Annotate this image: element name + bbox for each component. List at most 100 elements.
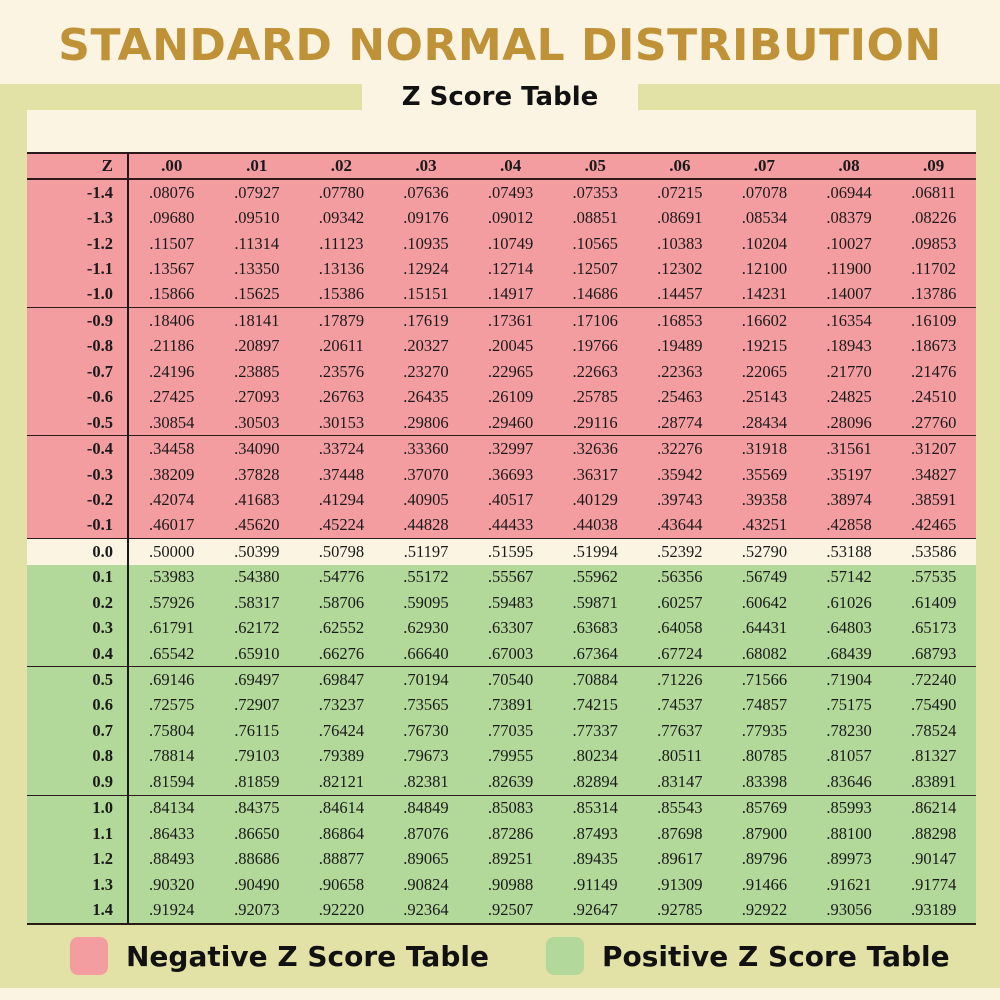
probability-cell: .83398 <box>722 769 807 796</box>
probability-cell: .36317 <box>572 464 618 484</box>
probability-cell: .13136 <box>318 259 365 279</box>
page-subtitle: Z Score Table <box>362 78 638 112</box>
table-row: 1.3 .90320 .90490 .90658 .90824 .90988 .91149.… <box>27 871 976 898</box>
probability-cell: .16354 <box>826 310 872 330</box>
probability-cell: .86864 <box>318 823 365 843</box>
probability-cell: .11507 <box>149 233 195 253</box>
probability-cell: .85314 <box>572 798 618 818</box>
probability-cell: .39358 <box>741 489 788 509</box>
probability-cell: .89617 <box>657 849 703 869</box>
z-value-cell: -1.3 <box>27 205 129 231</box>
probability-cell: .42074 <box>149 489 195 509</box>
probability-cell: .83147 <box>637 769 723 796</box>
probability-cell: .29806 <box>383 409 469 437</box>
probability-cell: .74857 <box>741 695 788 715</box>
probability-cell: .07078 <box>741 182 788 202</box>
probability-cell: .92922 <box>722 897 807 925</box>
table-row: 1.2 .88493 .88686 .88877 .89065 .89251 .89435.… <box>27 846 976 872</box>
legend-positive-label: Positive Z Score Table <box>602 939 950 973</box>
probability-cell: .56356 <box>657 567 703 587</box>
probability-cell: .70884 <box>572 670 618 690</box>
probability-cell: .84614 <box>318 798 365 818</box>
probability-cell: .89065 <box>403 849 449 869</box>
probability-cell: .84849 <box>403 798 449 818</box>
table-row: -1.2 .11507 .11314 .11123 .10935 .10749 .10565… <box>27 230 976 257</box>
probability-cell: .27425 <box>149 387 195 407</box>
table-row: 0.8 .78814 .79103 .79389 .79673 .79955 .80234.… <box>27 743 976 770</box>
probability-cell: .24196 <box>149 361 195 381</box>
probability-cell: .65542 <box>128 640 215 668</box>
probability-cell: .93189 <box>891 897 976 925</box>
probability-cell: .06811 <box>911 182 957 202</box>
probability-cell: .51197 <box>403 541 449 561</box>
probability-cell: .30153 <box>299 409 384 437</box>
probability-cell: .29460 <box>468 409 553 437</box>
probability-cell: .60642 <box>741 592 788 612</box>
probability-cell: .11314 <box>234 233 280 253</box>
table-row: -1.4 .08076 .07927 .07780 .07636 .07493 .07353… <box>27 179 976 206</box>
probability-cell: .18673 <box>910 336 957 356</box>
probability-cell: .75490 <box>910 695 957 715</box>
table-row: -0.8 .21186 .20897 .20611 .20327 .20045 .19766… <box>27 333 976 360</box>
probability-cell: .89435 <box>572 849 618 869</box>
probability-cell: .23576 <box>318 361 365 381</box>
z-value-cell: 0.4 <box>27 640 129 668</box>
probability-cell: .17106 <box>572 310 618 330</box>
probability-cell: .15386 <box>299 281 384 309</box>
z-value-cell: -0.1 <box>27 512 129 540</box>
table-row: 0.7 .75804 .76115 .76424 .76730 .77035 .77337.… <box>27 718 976 744</box>
probability-cell: .66276 <box>299 640 384 668</box>
probability-cell: .68082 <box>722 640 807 668</box>
page-title: STANDARD NORMAL DISTRIBUTION <box>58 20 942 71</box>
probability-cell: .90658 <box>318 874 365 894</box>
z-value-cell: 1.1 <box>27 820 129 847</box>
probability-cell: .70194 <box>403 670 449 690</box>
z-value-cell: -0.9 <box>27 307 129 334</box>
probability-cell: .53188 <box>826 541 872 561</box>
table-row: 0.4.65542.65910.66276.66640.67003.67364.… <box>27 640 976 668</box>
table-row: -1.0.15866.15625.15386.15151.14917.14686… <box>27 281 976 309</box>
probability-cell: .37070 <box>403 464 449 484</box>
probability-cell: .10027 <box>826 233 872 253</box>
column-header: .08 <box>806 152 892 180</box>
probability-cell: .07353 <box>572 182 618 202</box>
table-row: -0.6 .27425 .27093 .26763 .26435 .26109 .25785… <box>27 384 976 410</box>
probability-cell: .69497 <box>234 670 280 690</box>
probability-cell: .18406 <box>149 310 195 330</box>
probability-cell: .19766 <box>572 336 618 356</box>
table-row: 0.6 .72575 .72907 .73237 .73565 .73891 .74215.… <box>27 692 976 719</box>
probability-cell: .92220 <box>299 897 384 925</box>
table-row: 1.4.91924.92073.92220.92364.92507.92647.… <box>27 897 976 925</box>
probability-cell: .09680 <box>149 208 195 228</box>
probability-cell: .54776 <box>318 567 365 587</box>
probability-cell: .72575 <box>149 695 195 715</box>
probability-cell: .91149 <box>572 874 618 894</box>
probability-cell: .51595 <box>487 541 534 561</box>
column-header: .02 <box>299 152 384 180</box>
probability-cell: .90320 <box>149 874 195 894</box>
probability-cell: .57535 <box>910 567 957 587</box>
probability-cell: .58706 <box>318 592 365 612</box>
probability-cell: .28096 <box>806 409 892 437</box>
probability-cell: .30503 <box>214 409 300 437</box>
probability-cell: .90824 <box>403 874 449 894</box>
probability-cell: .72907 <box>234 695 280 715</box>
probability-cell: .15151 <box>383 281 469 309</box>
probability-cell: .44433 <box>468 512 553 540</box>
probability-cell: .34090 <box>234 439 280 459</box>
probability-cell: .31561 <box>826 439 872 459</box>
probability-cell: .90988 <box>487 874 534 894</box>
column-header: .00 <box>128 152 215 180</box>
probability-cell: .35942 <box>657 464 703 484</box>
probability-cell: .62552 <box>318 618 365 638</box>
probability-cell: .43251 <box>722 512 807 540</box>
probability-cell: .34458 <box>149 439 195 459</box>
column-header: .01 <box>214 152 300 180</box>
probability-cell: .67724 <box>637 640 723 668</box>
probability-cell: .09853 <box>910 233 957 253</box>
probability-cell: .66640 <box>383 640 469 668</box>
z-value-cell: 0.6 <box>27 692 129 719</box>
probability-cell: .35197 <box>826 464 872 484</box>
probability-cell: .26763 <box>318 387 365 407</box>
probability-cell: .87698 <box>657 823 703 843</box>
